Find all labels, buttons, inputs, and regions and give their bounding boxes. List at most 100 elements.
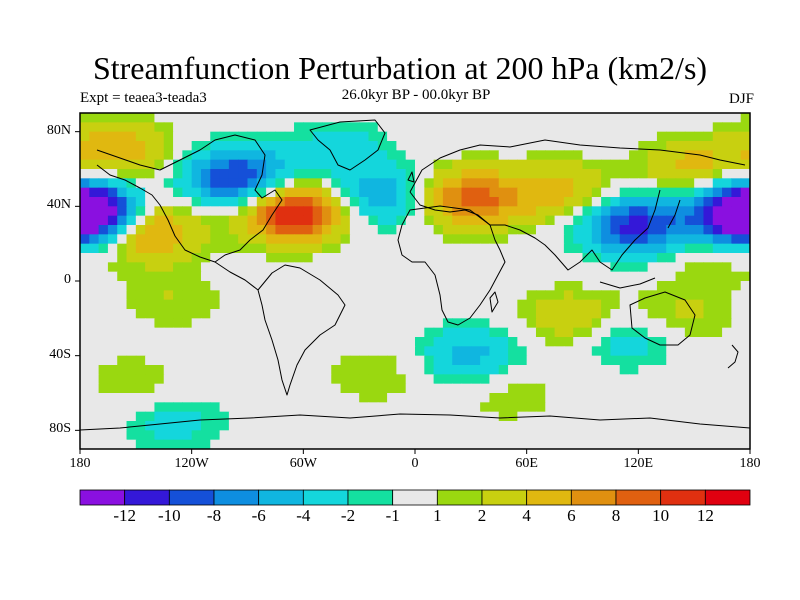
field-cell (703, 262, 714, 273)
field-cell (508, 290, 518, 301)
field-cell (712, 337, 723, 347)
field-cell (731, 225, 742, 235)
field-cell (535, 159, 546, 170)
field-cell (117, 309, 128, 319)
field-cell (219, 318, 230, 329)
field-cell (294, 430, 304, 441)
field-cell (601, 327, 612, 338)
field-cell (535, 169, 546, 179)
field-cell (247, 271, 258, 282)
field-cell (312, 309, 323, 319)
field-cell (526, 393, 537, 403)
field-cell (200, 206, 211, 217)
field-cell (535, 393, 546, 403)
field-cell (591, 225, 602, 235)
field-cell (210, 253, 221, 263)
field-cell (312, 337, 323, 347)
field-cell (312, 215, 323, 226)
field-cell (396, 393, 407, 403)
field-cell (666, 402, 677, 413)
field-cell (647, 262, 658, 273)
field-cell (684, 439, 695, 449)
field-cell (573, 430, 584, 441)
field-cell (247, 243, 258, 254)
field-cell (517, 383, 528, 394)
field-cell (452, 430, 463, 441)
field-cell (415, 243, 425, 254)
field-cell (396, 262, 407, 273)
field-cell (740, 299, 750, 310)
field-cell (582, 337, 593, 347)
field-cell (591, 169, 602, 179)
field-cell (210, 159, 221, 170)
field-cell (284, 141, 295, 151)
field-cell (405, 309, 416, 319)
field-cell (452, 383, 463, 394)
field-cell (135, 271, 146, 282)
field-cell (266, 141, 277, 151)
field-cell (452, 225, 463, 235)
field-cell (554, 346, 565, 357)
field-cell (508, 430, 518, 441)
field-cell (294, 243, 304, 254)
field-cell (573, 439, 584, 449)
field-cell (452, 215, 463, 226)
field-cell (554, 150, 565, 161)
field-cell (228, 215, 239, 226)
field-cell (182, 262, 193, 273)
field-cell (433, 402, 444, 413)
field-cell (740, 187, 750, 198)
field-cell (442, 402, 453, 413)
field-cell (228, 439, 239, 449)
field-cell (377, 141, 388, 151)
field-cell (163, 234, 174, 245)
field-cell (219, 169, 230, 179)
field-cell (470, 159, 481, 170)
colorbar-label: -10 (157, 506, 181, 525)
field-cell (722, 309, 732, 319)
field-cell (256, 374, 267, 385)
field-cell (563, 271, 574, 282)
field-cell (489, 337, 500, 347)
field-cell (256, 337, 267, 347)
field-cell (303, 243, 314, 254)
field-cell (173, 271, 183, 282)
field-cell (247, 365, 258, 375)
field-cell (452, 234, 463, 245)
field-cell (433, 187, 444, 198)
field-cell (424, 141, 435, 151)
field-cell (238, 159, 249, 170)
field-cell (554, 243, 565, 254)
field-cell (545, 262, 556, 273)
field-cell (210, 234, 221, 245)
field-cell (238, 169, 249, 179)
field-cell (368, 206, 379, 217)
field-cell (415, 281, 425, 291)
field-cell (656, 355, 667, 366)
colorbar-label: -12 (113, 506, 136, 525)
colorbar-label: -6 (251, 506, 266, 525)
field-cell (200, 159, 211, 170)
field-cell (442, 281, 453, 291)
field-cell (200, 290, 211, 301)
field-cell (666, 439, 677, 449)
field-cell (238, 271, 249, 282)
field-cell (424, 131, 435, 142)
field-cell (470, 355, 481, 366)
field-cell (89, 150, 100, 161)
field-cell (173, 365, 183, 375)
field-cell (740, 374, 750, 385)
field-cell (666, 299, 677, 310)
field-cell (684, 393, 695, 403)
field-cell (256, 187, 267, 198)
field-cell (266, 299, 277, 310)
field-cell (173, 187, 183, 198)
field-cell (173, 430, 183, 441)
field-cell (191, 122, 202, 133)
field-cell (675, 430, 686, 441)
field-cell (722, 253, 732, 263)
field-cell (675, 159, 686, 170)
field-cell (563, 318, 574, 329)
field-cell (433, 299, 444, 310)
field-cell (461, 169, 472, 179)
